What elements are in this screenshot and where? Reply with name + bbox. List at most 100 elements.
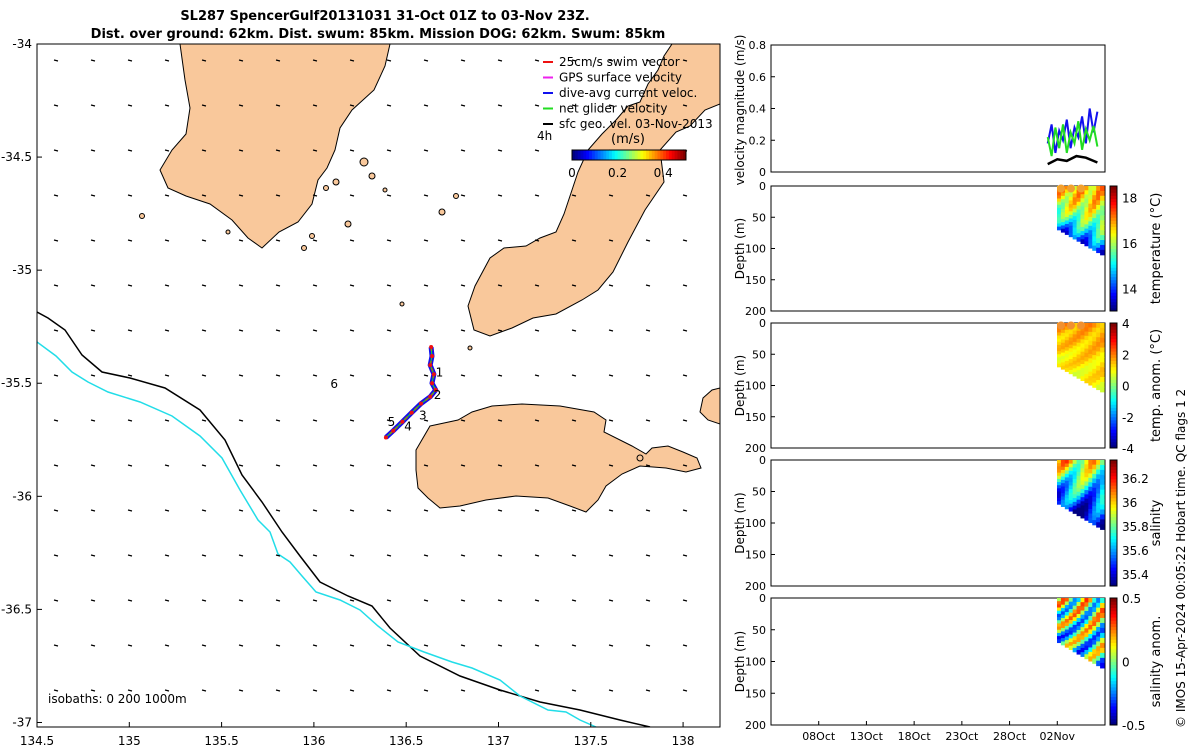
heatmap-cell (1096, 498, 1101, 504)
heatmap-cell (1064, 470, 1070, 475)
heatmap-cell (1064, 605, 1070, 610)
colorbar-tick-label: -2 (1122, 411, 1134, 425)
geo-arrow (90, 599, 96, 602)
heatmap-cell (1084, 348, 1089, 354)
heatmap-cell (1068, 366, 1074, 371)
heatmap-cell (1084, 468, 1089, 474)
heatmap-cell (1092, 483, 1097, 489)
geo-arrow (201, 374, 207, 377)
depth-y-tick-label: 200 (745, 442, 766, 455)
geo-arrow (90, 509, 96, 512)
colorbar-cell (1110, 472, 1117, 477)
heatmap-cell (1068, 463, 1074, 468)
track-point (391, 428, 396, 433)
heatmap-cell (1080, 376, 1086, 381)
geo-arrow (423, 284, 429, 287)
geo-arrow (164, 329, 170, 332)
y-tick-label: -34 (12, 37, 32, 51)
colorbar-cell (1110, 198, 1117, 203)
heatmap-cell (1080, 647, 1086, 653)
heatmap-cell (1076, 605, 1082, 611)
colorbar-cell (1110, 538, 1117, 543)
heatmap-cell (1064, 615, 1070, 620)
map-frame (36, 43, 721, 728)
heatmap-cell (1057, 192, 1062, 196)
geo-arrow (127, 554, 133, 557)
colorbar-cell (1110, 261, 1117, 265)
heatmap-cell (1080, 610, 1086, 616)
geo-arrow (349, 239, 355, 242)
geo-arrow (53, 644, 59, 647)
track-label: 3 (419, 408, 427, 422)
heatmap-cell (1060, 222, 1066, 227)
colorbar-cell (1110, 699, 1117, 704)
geo-arrow (201, 284, 207, 287)
heatmap-cell (1088, 482, 1093, 488)
heatmap-cell (1100, 372, 1105, 378)
geo-arrow (127, 59, 133, 62)
heatmap-cell (1100, 657, 1105, 664)
colorbar-cell (623, 150, 627, 160)
geo-arrow (53, 599, 59, 602)
heatmap-cell (1080, 239, 1086, 244)
geo-arrow (460, 329, 466, 332)
geo-arrow (497, 194, 503, 197)
heatmap-cell (1068, 200, 1074, 205)
geo-arrow (571, 509, 577, 512)
heatmap-cell (1076, 463, 1082, 469)
heatmap-cell (1072, 647, 1078, 653)
surface-sample-dot (1057, 184, 1065, 193)
geo-arrow (645, 599, 651, 602)
colorbar-cell (1110, 604, 1117, 609)
velocity-y-label: velocity magnitude (m/s) (733, 35, 747, 186)
heatmap-cell (1092, 231, 1097, 238)
heatmap-cell (1084, 649, 1089, 655)
depth-y-tick-label: 200 (745, 305, 766, 318)
heatmap-cell (1060, 192, 1066, 197)
colorbar-cell (1110, 273, 1117, 278)
heatmap-cell (1092, 373, 1097, 379)
colorbar-cell (1110, 488, 1117, 492)
geo-arrow (164, 374, 170, 377)
colorbar-cell (1110, 226, 1117, 231)
colorbar-cell (1110, 282, 1117, 287)
geo-arrow (534, 689, 540, 692)
heatmap-cell (1060, 631, 1066, 636)
heatmap-cell (1076, 346, 1082, 352)
geo-arrow (423, 374, 429, 377)
heatmap-cell (1084, 472, 1089, 478)
heatmap-cell (1088, 371, 1093, 377)
colorbar-cell (1110, 229, 1117, 234)
geo-arrow (608, 464, 614, 467)
heatmap-cell (1080, 464, 1086, 469)
colorbar-cell (609, 150, 613, 160)
colorbar-tick-label: -0.5 (1122, 719, 1145, 733)
heatmap-cell (1060, 349, 1066, 354)
heatmap-cell (1064, 223, 1070, 228)
colorbar-cell (1110, 570, 1117, 574)
geo-arrow (238, 374, 244, 377)
heatmap-cell (1072, 330, 1078, 335)
heatmap-cell (1064, 612, 1070, 617)
heatmap-cell (1100, 220, 1105, 226)
colorbar-cell (1110, 301, 1117, 306)
island-2 (332, 178, 340, 186)
heatmap-cell (1072, 505, 1078, 511)
heatmap-cell (1096, 242, 1101, 249)
heatmap-cell (1092, 378, 1097, 384)
heatmap-cell (1084, 203, 1089, 208)
heatmap-cell (1072, 326, 1078, 332)
heatmap-cell (1088, 504, 1093, 510)
heatmap-cell (1084, 602, 1089, 608)
heatmap-cell (1060, 195, 1066, 200)
geo-arrow (571, 644, 577, 647)
geo-arrow (423, 689, 429, 692)
geo-arrow (386, 464, 392, 467)
heatmap-cell (1088, 212, 1093, 218)
geo-arrow (164, 239, 170, 242)
geo-arrow (534, 464, 540, 467)
colorbar-cell (1110, 639, 1117, 643)
heatmap-cell (1068, 601, 1074, 606)
heatmap-cell (1068, 645, 1074, 650)
heatmap-cell (1076, 641, 1082, 647)
